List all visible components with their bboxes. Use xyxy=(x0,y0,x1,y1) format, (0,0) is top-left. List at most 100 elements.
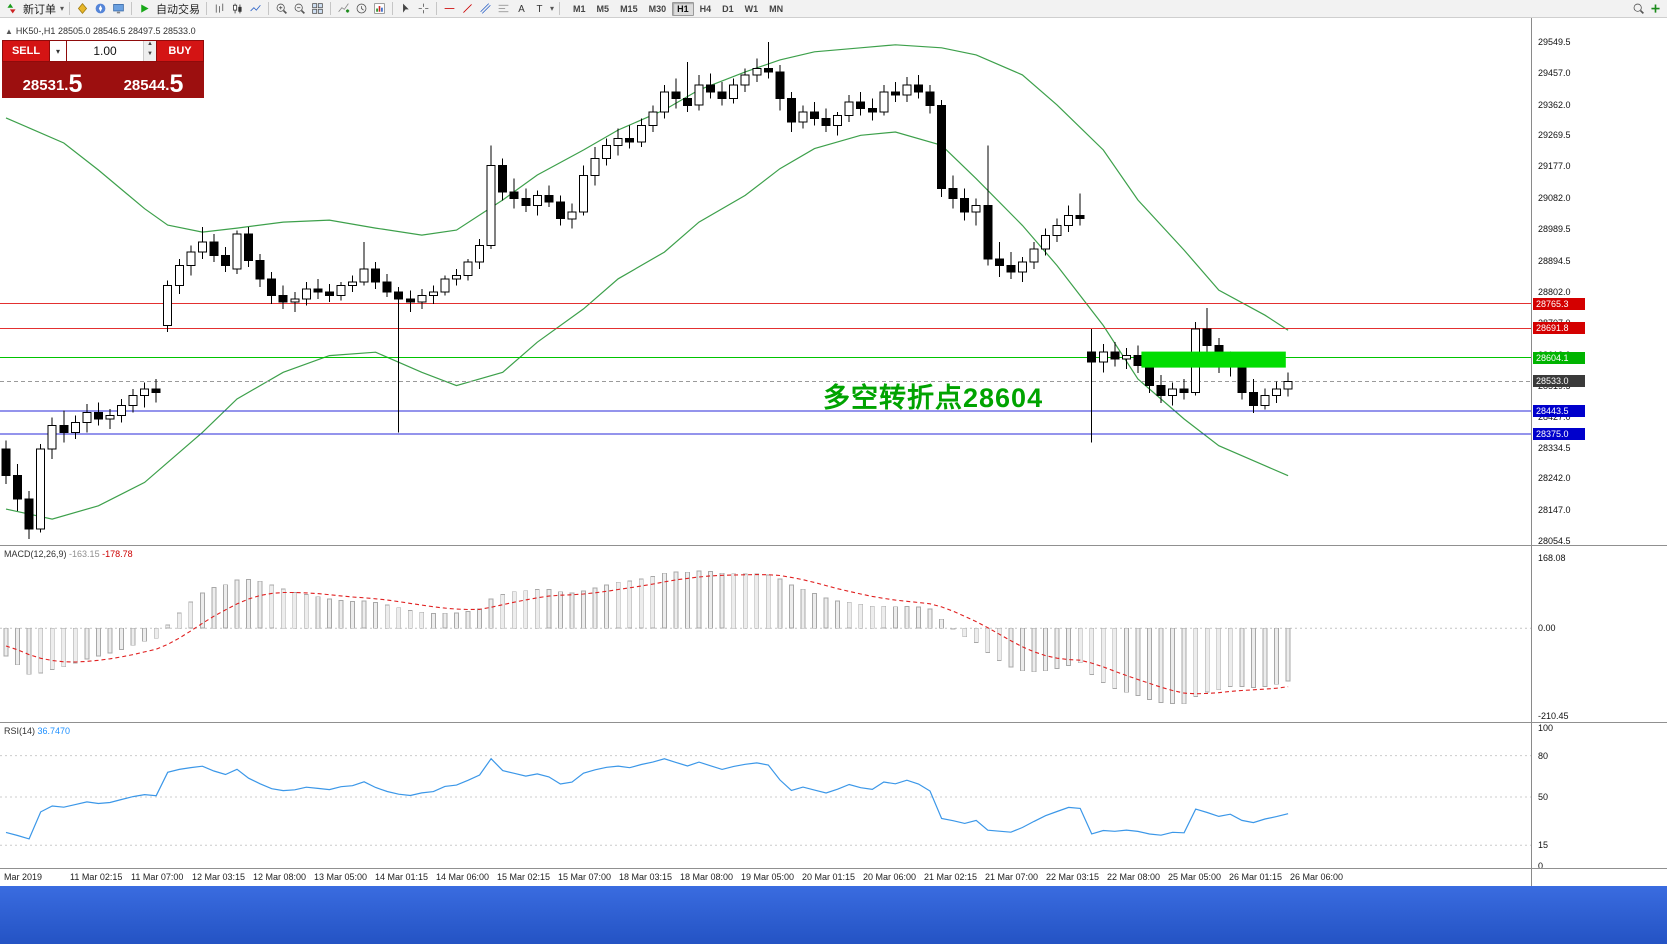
timeframe-button-w1[interactable]: W1 xyxy=(744,3,759,14)
price-tick-label: 28894.5 xyxy=(1538,255,1571,266)
time-axis[interactable]: Mar 2019 11 Mar 02:15 11 Mar 07:00 12 Mar 0… xyxy=(0,868,1531,886)
price-tick-label: 28334.5 xyxy=(1538,442,1571,453)
zoom-in-icon[interactable] xyxy=(273,0,290,18)
toolbar-separator xyxy=(268,2,270,15)
macd-axis-label: 0.00 xyxy=(1538,623,1556,634)
timeframe-button-h4[interactable]: H4 xyxy=(699,3,712,14)
timeframe-button-m5[interactable]: M5 xyxy=(596,3,610,14)
toolbar-separator xyxy=(206,2,208,15)
time-axis-label: Mar 2019 xyxy=(4,872,43,882)
price-tick-label: 29082.0 xyxy=(1538,193,1571,204)
time-axis-label: 26 Mar 01:15 xyxy=(1229,872,1283,882)
line-chart-icon[interactable] xyxy=(247,0,264,18)
chart-region: ▲ HK50-,H1 28505.0 28546.5 28497.5 28533.… xyxy=(0,18,1531,886)
time-axis-label: 21 Mar 02:15 xyxy=(924,872,978,882)
templates-icon[interactable] xyxy=(371,0,388,18)
timeframe-toolbar: M1 M5 M15 M30 H1 H4 D1 W1 MN xyxy=(568,1,788,16)
terminal-icon[interactable] xyxy=(110,0,127,18)
autotrading-icon[interactable] xyxy=(136,0,153,18)
new-order-button[interactable]: 新订单 xyxy=(23,3,56,16)
cursor-icon[interactable] xyxy=(397,0,414,18)
macd-caption: MACD(12,26,9) -163.15 -178.78 xyxy=(4,549,133,559)
price-level-label-28375.0: 28375.0 xyxy=(1533,428,1585,441)
price-level-label-28443.5: 28443.5 xyxy=(1533,405,1585,418)
rsi-axis-label: 80 xyxy=(1538,750,1549,761)
fibonacci-icon[interactable] xyxy=(495,0,512,18)
channel-icon[interactable] xyxy=(477,0,494,18)
toolbar-right-group xyxy=(1630,0,1664,18)
volume-input[interactable] xyxy=(67,41,143,61)
rsi-axis-label: 0 xyxy=(1538,861,1544,871)
toolbar-separator xyxy=(69,2,71,15)
periods-icon[interactable] xyxy=(353,0,370,18)
timeframe-button-mn[interactable]: MN xyxy=(769,3,784,14)
macd-panel-canvas[interactable] xyxy=(0,546,1531,722)
panel-separator[interactable] xyxy=(0,722,1667,723)
volume-dropdown-button[interactable]: ▾ xyxy=(50,40,67,62)
annotation-text[interactable]: 多空转折点28604 xyxy=(823,383,1044,413)
time-axis-label: 20 Mar 01:15 xyxy=(802,872,856,882)
price-level-label-28533.0: 28533.0 xyxy=(1533,375,1585,388)
time-axis-label: 18 Mar 03:15 xyxy=(619,872,673,882)
timeframe-button-h1[interactable]: H1 xyxy=(672,1,694,16)
toolbar: 新订单 ▾ 自动交易 A T ▾ M1 M5 M15 M30 H1 H4 D1 W1 MN xyxy=(0,0,1667,18)
label-icon[interactable]: T xyxy=(531,0,548,18)
bars-chart-icon[interactable] xyxy=(211,0,228,18)
tile-windows-icon[interactable] xyxy=(309,0,326,18)
price-chart-canvas[interactable] xyxy=(0,18,1531,545)
volume-down-button[interactable]: ▼ xyxy=(144,51,156,61)
panel-separator[interactable] xyxy=(0,545,1667,546)
chart-caption-arrow-icon[interactable]: ▲ xyxy=(5,27,13,36)
volume-up-button[interactable]: ▲ xyxy=(144,41,156,51)
autotrading-button[interactable]: 自动交易 xyxy=(156,3,201,16)
buy-price[interactable]: 28544. 5 xyxy=(123,70,184,98)
rsi-caption: RSI(14) 36.7470 xyxy=(4,726,71,736)
shapes-caret-icon[interactable]: ▾ xyxy=(550,4,555,13)
price-tick-label: 28147.0 xyxy=(1538,505,1571,516)
rsi-panel-canvas[interactable] xyxy=(0,723,1531,868)
timeframe-button-m15[interactable]: M15 xyxy=(620,3,638,14)
time-axis-label: 11 Mar 02:15 xyxy=(70,872,123,882)
text-icon[interactable]: A xyxy=(513,0,530,18)
trendline-icon[interactable] xyxy=(459,0,476,18)
rsi-line xyxy=(5,757,1289,840)
sell-price[interactable]: 28531. 5 xyxy=(22,70,83,98)
price-level-label-28765.3: 28765.3 xyxy=(1533,297,1585,310)
toolbar-separator xyxy=(330,2,332,15)
price-tick-label: 28802.0 xyxy=(1538,286,1571,297)
timeframe-button-m30[interactable]: M30 xyxy=(648,3,667,14)
price-level-label-28691.8: 28691.8 xyxy=(1533,322,1585,335)
price-tick-label: 29177.0 xyxy=(1538,161,1571,172)
price-tick-label: 28054.5 xyxy=(1538,536,1571,546)
add-chart-icon[interactable] xyxy=(1647,0,1664,18)
timeframe-button-m1[interactable]: M1 xyxy=(573,3,586,14)
price-tick-label: 28242.0 xyxy=(1538,473,1571,484)
candlestick-chart-icon[interactable] xyxy=(229,0,246,18)
time-axis-label: 21 Mar 07:00 xyxy=(985,872,1039,882)
sell-button[interactable]: SELL xyxy=(2,40,50,62)
time-axis-label: 14 Mar 06:00 xyxy=(436,872,490,882)
timeframe-button-d1[interactable]: D1 xyxy=(722,3,734,14)
rsi-axis-label: 100 xyxy=(1538,723,1554,733)
market-watch-icon[interactable] xyxy=(74,0,91,18)
macd-signal-line xyxy=(5,574,1289,695)
taskbar[interactable] xyxy=(0,886,1667,944)
macd-histogram xyxy=(3,570,1291,705)
toolbar-separator xyxy=(559,2,561,15)
time-axis-label: 14 Mar 01:15 xyxy=(375,872,429,882)
crosshair-icon[interactable] xyxy=(415,0,432,18)
buy-button[interactable]: BUY xyxy=(156,40,204,62)
search-icon[interactable] xyxy=(1630,0,1647,18)
highlight-zone-rectangle[interactable] xyxy=(1141,351,1286,368)
horizontal-line-icon[interactable] xyxy=(441,0,458,18)
zoom-out-icon[interactable] xyxy=(291,0,308,18)
candlestick-series xyxy=(1,42,1293,540)
time-axis-label: 22 Mar 03:15 xyxy=(1046,872,1100,882)
new-order-icon[interactable] xyxy=(3,0,20,18)
bollinger-lower-band xyxy=(5,131,1289,520)
navigator-icon[interactable] xyxy=(92,0,109,18)
new-order-caret-icon[interactable]: ▾ xyxy=(60,4,65,13)
time-axis-label: 11 Mar 07:00 xyxy=(131,872,184,882)
indicators-icon[interactable] xyxy=(335,0,352,18)
price-axis[interactable]: 29549.5 29457.0 29362.0 29269.5 29177.0 29082… xyxy=(1531,18,1667,886)
